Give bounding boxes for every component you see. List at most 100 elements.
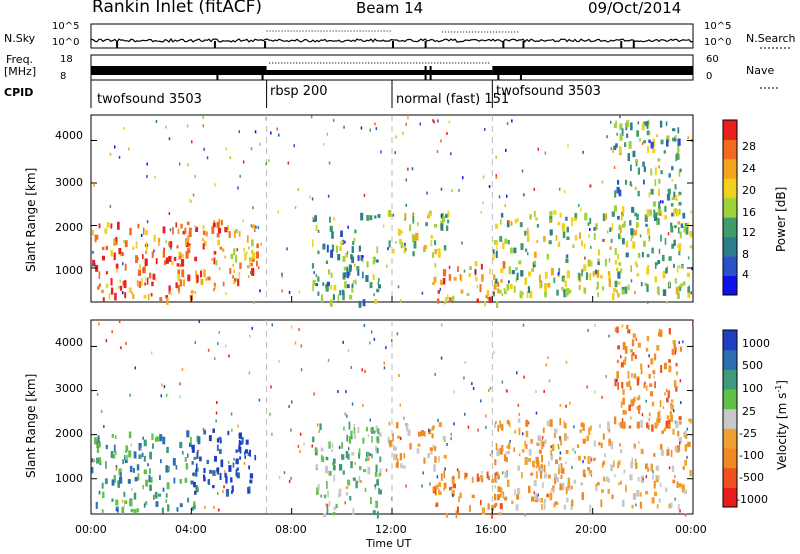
velocity-cell: [625, 484, 627, 493]
power-cb-frame: [722, 119, 738, 296]
power-cell: [608, 258, 611, 263]
velocity-cell: [349, 496, 352, 501]
power-cell: [222, 281, 225, 287]
velocity-cell: [550, 488, 553, 492]
velocity-cell: [105, 444, 108, 450]
velocity-cell: [209, 469, 213, 474]
velocity-cell: [299, 450, 301, 453]
power-cell: [362, 255, 364, 259]
velocity-cell: [499, 503, 503, 510]
velocity-cell: [179, 395, 181, 399]
power-cell: [676, 197, 678, 201]
velocity-cell: [373, 337, 376, 341]
power-cell: [250, 262, 253, 267]
power-cell: [102, 255, 105, 261]
velocity-cell: [114, 435, 117, 440]
power-cell: [330, 249, 334, 258]
power-colorbar: [722, 119, 738, 296]
x-tick: 20:00: [575, 523, 607, 536]
velocity-cell: [555, 476, 559, 483]
velocity-cell: [654, 353, 657, 361]
velocity-cell: [218, 436, 222, 440]
velocity-cell: [639, 501, 642, 509]
velocity-cell: [674, 420, 677, 424]
power-cell: [115, 237, 117, 242]
power-cell: [647, 119, 650, 126]
velocity-cell: [149, 476, 153, 483]
velocity-cell: [214, 472, 217, 476]
velocity-cell: [678, 416, 682, 421]
velocity-cell: [560, 439, 562, 446]
power-cell: [257, 226, 260, 230]
velocity-cell: [325, 456, 329, 461]
power-cell: [380, 150, 382, 154]
power-cell: [677, 292, 680, 300]
velocity-cell: [495, 420, 497, 424]
velocity-cell: [168, 466, 170, 470]
velocity-cell: [687, 441, 691, 447]
velocity-cell: [632, 333, 636, 339]
power-cell: [216, 233, 220, 238]
power-cell: [597, 258, 600, 264]
power-cell: [476, 298, 479, 303]
power-cell: [626, 133, 629, 138]
velocity-cell: [98, 490, 101, 495]
power-cell: [626, 120, 630, 127]
velocity-cell: [550, 445, 552, 449]
velocity-cell: [617, 345, 621, 350]
power-cell: [637, 223, 640, 227]
power-cell: [96, 234, 99, 240]
velocity-cell: [421, 431, 425, 435]
velocity-cell: [644, 381, 646, 385]
velocity-cell: [111, 479, 115, 486]
velocity-cell: [675, 385, 678, 392]
power-cell: [124, 240, 128, 248]
power-cell: [242, 160, 245, 164]
velocity-cell: [501, 471, 504, 475]
power-cell: [534, 251, 537, 258]
velocity-cell: [204, 506, 206, 509]
velocity-cell: [91, 458, 94, 463]
power-cell: [150, 293, 153, 297]
velocity-cell: [400, 463, 403, 469]
power-cell: [504, 238, 508, 244]
power-cell: [225, 147, 227, 151]
power-cell: [500, 279, 503, 283]
velocity-cell: [645, 475, 648, 479]
velocity-cell: [378, 472, 382, 477]
power-cell: [123, 127, 125, 130]
freq-gap-mark: [519, 66, 522, 80]
power-cell: [251, 239, 254, 247]
power-cell: [265, 162, 267, 166]
power-cell: [574, 235, 578, 241]
power-cell: [596, 270, 600, 278]
power-cell: [495, 278, 498, 284]
velocity-cell: [179, 441, 183, 449]
velocity-cell: [524, 513, 526, 517]
velocity-cell: [456, 468, 459, 472]
velocity-cell: [225, 344, 227, 348]
power-cell: [660, 234, 662, 242]
velocity-cell: [486, 471, 489, 479]
velocity-cell: [141, 452, 144, 457]
power-cell: [614, 248, 617, 255]
power-cell: [397, 285, 400, 289]
power-cell: [636, 273, 640, 277]
power-cell: [670, 222, 673, 227]
power-cell: [332, 294, 335, 301]
power-cell: [110, 278, 113, 286]
velocity-cell: [191, 461, 194, 465]
velocity-cell: [498, 494, 502, 498]
power-cb-swatch: [723, 120, 737, 140]
velocity-cell: [271, 432, 273, 436]
velocity-cell: [467, 425, 470, 429]
velocity-cell: [465, 472, 468, 478]
power-cell: [121, 252, 124, 256]
velocity-cell: [571, 499, 574, 507]
power-cell: [585, 272, 589, 280]
power-cell: [687, 293, 691, 298]
power-cell: [649, 131, 651, 135]
power-cell: [675, 209, 679, 217]
power-cell: [194, 256, 198, 262]
velocity-cell: [641, 413, 644, 417]
